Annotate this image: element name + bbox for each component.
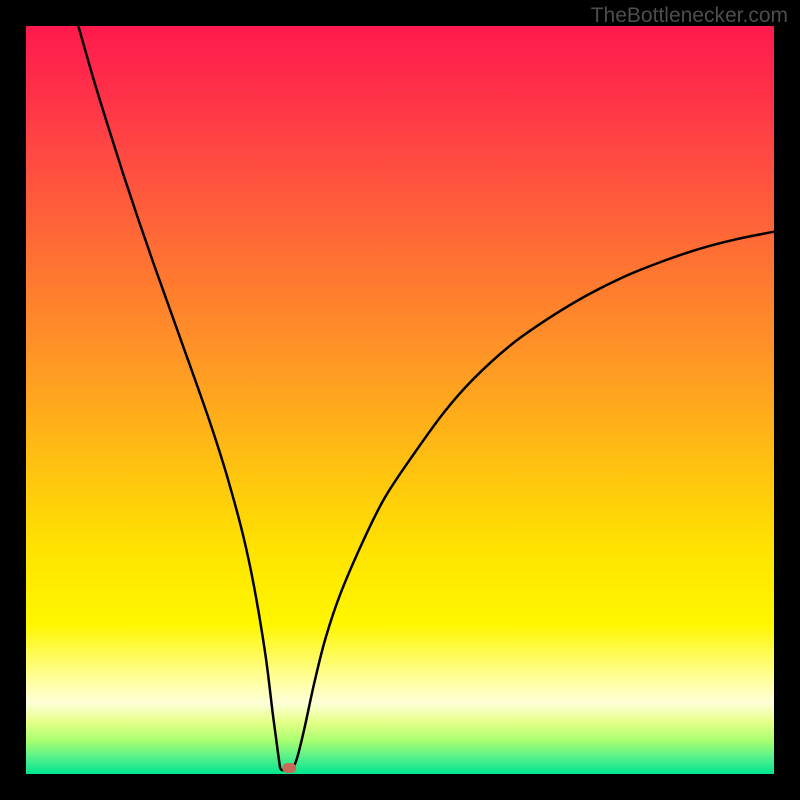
chart-container: TheBottlenecker.com	[0, 0, 800, 800]
chart-frame	[0, 0, 26, 800]
watermark-text: TheBottlenecker.com	[591, 4, 788, 28]
minimum-marker	[282, 763, 296, 773]
plot-background	[26, 26, 774, 774]
bottleneck-chart	[0, 0, 800, 800]
chart-frame	[0, 774, 800, 800]
chart-frame	[774, 0, 800, 800]
